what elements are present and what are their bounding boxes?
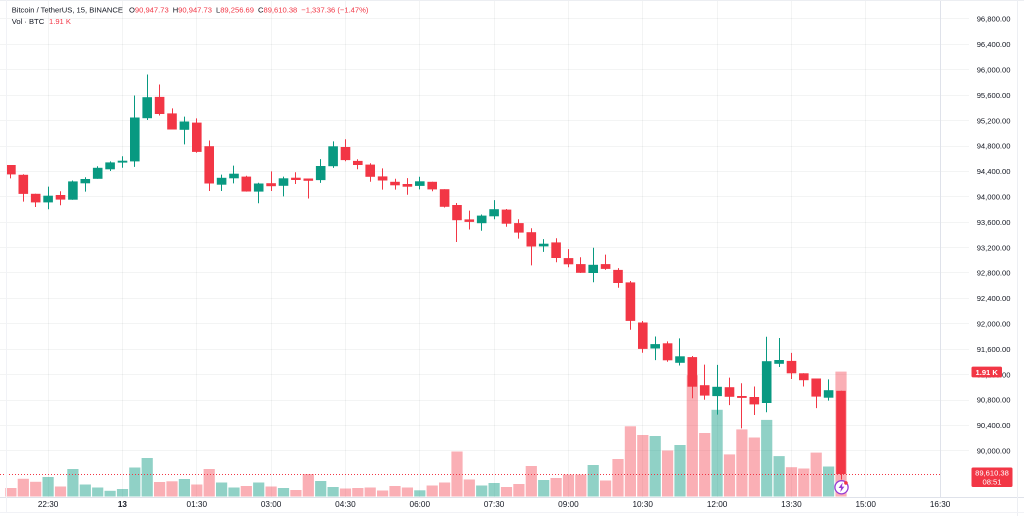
svg-text:93,200.00: 93,200.00 bbox=[977, 243, 1011, 252]
svg-text:93,600.00: 93,600.00 bbox=[977, 218, 1011, 227]
svg-text:95,600.00: 95,600.00 bbox=[977, 91, 1011, 100]
svg-text:92,000.00: 92,000.00 bbox=[977, 320, 1011, 329]
svg-text:92,400.00: 92,400.00 bbox=[977, 294, 1011, 303]
svg-text:06:00: 06:00 bbox=[410, 500, 431, 509]
svg-text:Bitcoin / TetherUS, 15, BINANC: Bitcoin / TetherUS, 15, BINANCE O90,947.7… bbox=[12, 5, 369, 14]
svg-text:94,000.00: 94,000.00 bbox=[977, 193, 1011, 202]
svg-text:Vol · BTC: Vol · BTC bbox=[12, 17, 45, 26]
svg-text:15:00: 15:00 bbox=[855, 500, 876, 509]
svg-text:94,400.00: 94,400.00 bbox=[977, 167, 1011, 176]
svg-text:94,800.00: 94,800.00 bbox=[977, 142, 1011, 151]
svg-text:92,800.00: 92,800.00 bbox=[977, 269, 1011, 278]
svg-text:96,400.00: 96,400.00 bbox=[977, 40, 1011, 49]
svg-text:13: 13 bbox=[118, 500, 128, 509]
svg-text:1.91 K: 1.91 K bbox=[976, 368, 999, 377]
svg-text:07:30: 07:30 bbox=[484, 500, 505, 509]
svg-text:16:30: 16:30 bbox=[930, 500, 951, 509]
svg-text:89,610.38: 89,610.38 bbox=[975, 469, 1009, 478]
svg-text:96,800.00: 96,800.00 bbox=[977, 15, 1011, 24]
svg-text:01:30: 01:30 bbox=[187, 500, 208, 509]
svg-text:1.91 K: 1.91 K bbox=[49, 17, 71, 26]
svg-text:90,400.00: 90,400.00 bbox=[977, 421, 1011, 430]
svg-text:13:30: 13:30 bbox=[781, 500, 802, 509]
svg-text:91,600.00: 91,600.00 bbox=[977, 345, 1011, 354]
svg-text:90,000.00: 90,000.00 bbox=[977, 447, 1011, 456]
svg-text:90,800.00: 90,800.00 bbox=[977, 396, 1011, 405]
svg-text:09:00: 09:00 bbox=[558, 500, 579, 509]
svg-text:95,200.00: 95,200.00 bbox=[977, 116, 1011, 125]
svg-text:96,000.00: 96,000.00 bbox=[977, 66, 1011, 75]
svg-text:03:00: 03:00 bbox=[261, 500, 282, 509]
svg-text:22:30: 22:30 bbox=[38, 500, 59, 509]
svg-text:04:30: 04:30 bbox=[335, 500, 356, 509]
svg-text:12:00: 12:00 bbox=[707, 500, 728, 509]
svg-text:10:30: 10:30 bbox=[632, 500, 653, 509]
svg-text:08:51: 08:51 bbox=[982, 478, 1001, 487]
